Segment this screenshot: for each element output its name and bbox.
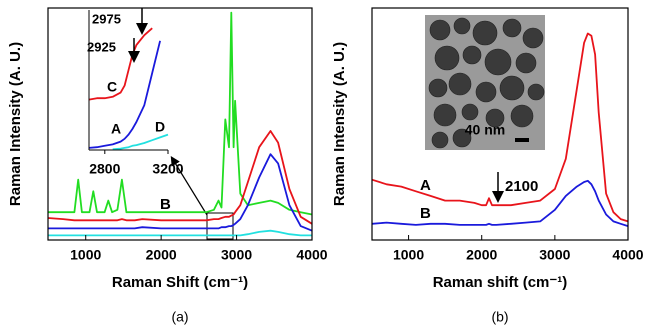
series-label: B <box>160 196 171 213</box>
x-tick-label: 1000 <box>70 247 101 263</box>
x-tick-label: 3200 <box>152 161 183 177</box>
series-label: B <box>420 205 431 222</box>
x-tick-label: 2000 <box>466 247 497 263</box>
x-tick-label: 3000 <box>221 247 252 263</box>
annotation: 2925 <box>87 39 116 54</box>
annotation: 2975 <box>92 11 121 26</box>
series-label: D <box>155 119 165 135</box>
spectrum-line <box>48 131 312 224</box>
spectrum-line <box>89 41 160 148</box>
x-tick-label: 4000 <box>296 247 327 263</box>
annotation: 2100 <box>505 178 538 195</box>
scale-bar-label: 40 nm <box>465 122 505 138</box>
spectrum-line <box>48 231 312 236</box>
x-tick-label: 2800 <box>89 161 120 177</box>
x-axis-label: Raman Shift (cm⁻¹) <box>112 274 248 291</box>
x-tick-label: 4000 <box>612 247 643 263</box>
spectrum-line <box>372 181 628 226</box>
x-tick-label: 1000 <box>393 247 424 263</box>
series-label: A <box>111 121 121 137</box>
series-label: A <box>420 177 431 194</box>
y-axis-label: Raman Intensity (A. U.) <box>331 42 348 206</box>
x-tick-label: 3000 <box>539 247 570 263</box>
series-label: C <box>107 79 117 95</box>
figure: 1000 2000 3000 4000 Raman Shift (cm⁻¹) Raman … <box>0 0 662 330</box>
panel-caption: (a) <box>171 309 188 325</box>
x-axis-label: Raman shift (cm⁻¹) <box>433 274 568 291</box>
x-tick-label: 2000 <box>146 247 177 263</box>
y-axis-label: Raman Intensity (A. U.) <box>7 42 24 206</box>
panel-caption: (b) <box>491 309 508 325</box>
